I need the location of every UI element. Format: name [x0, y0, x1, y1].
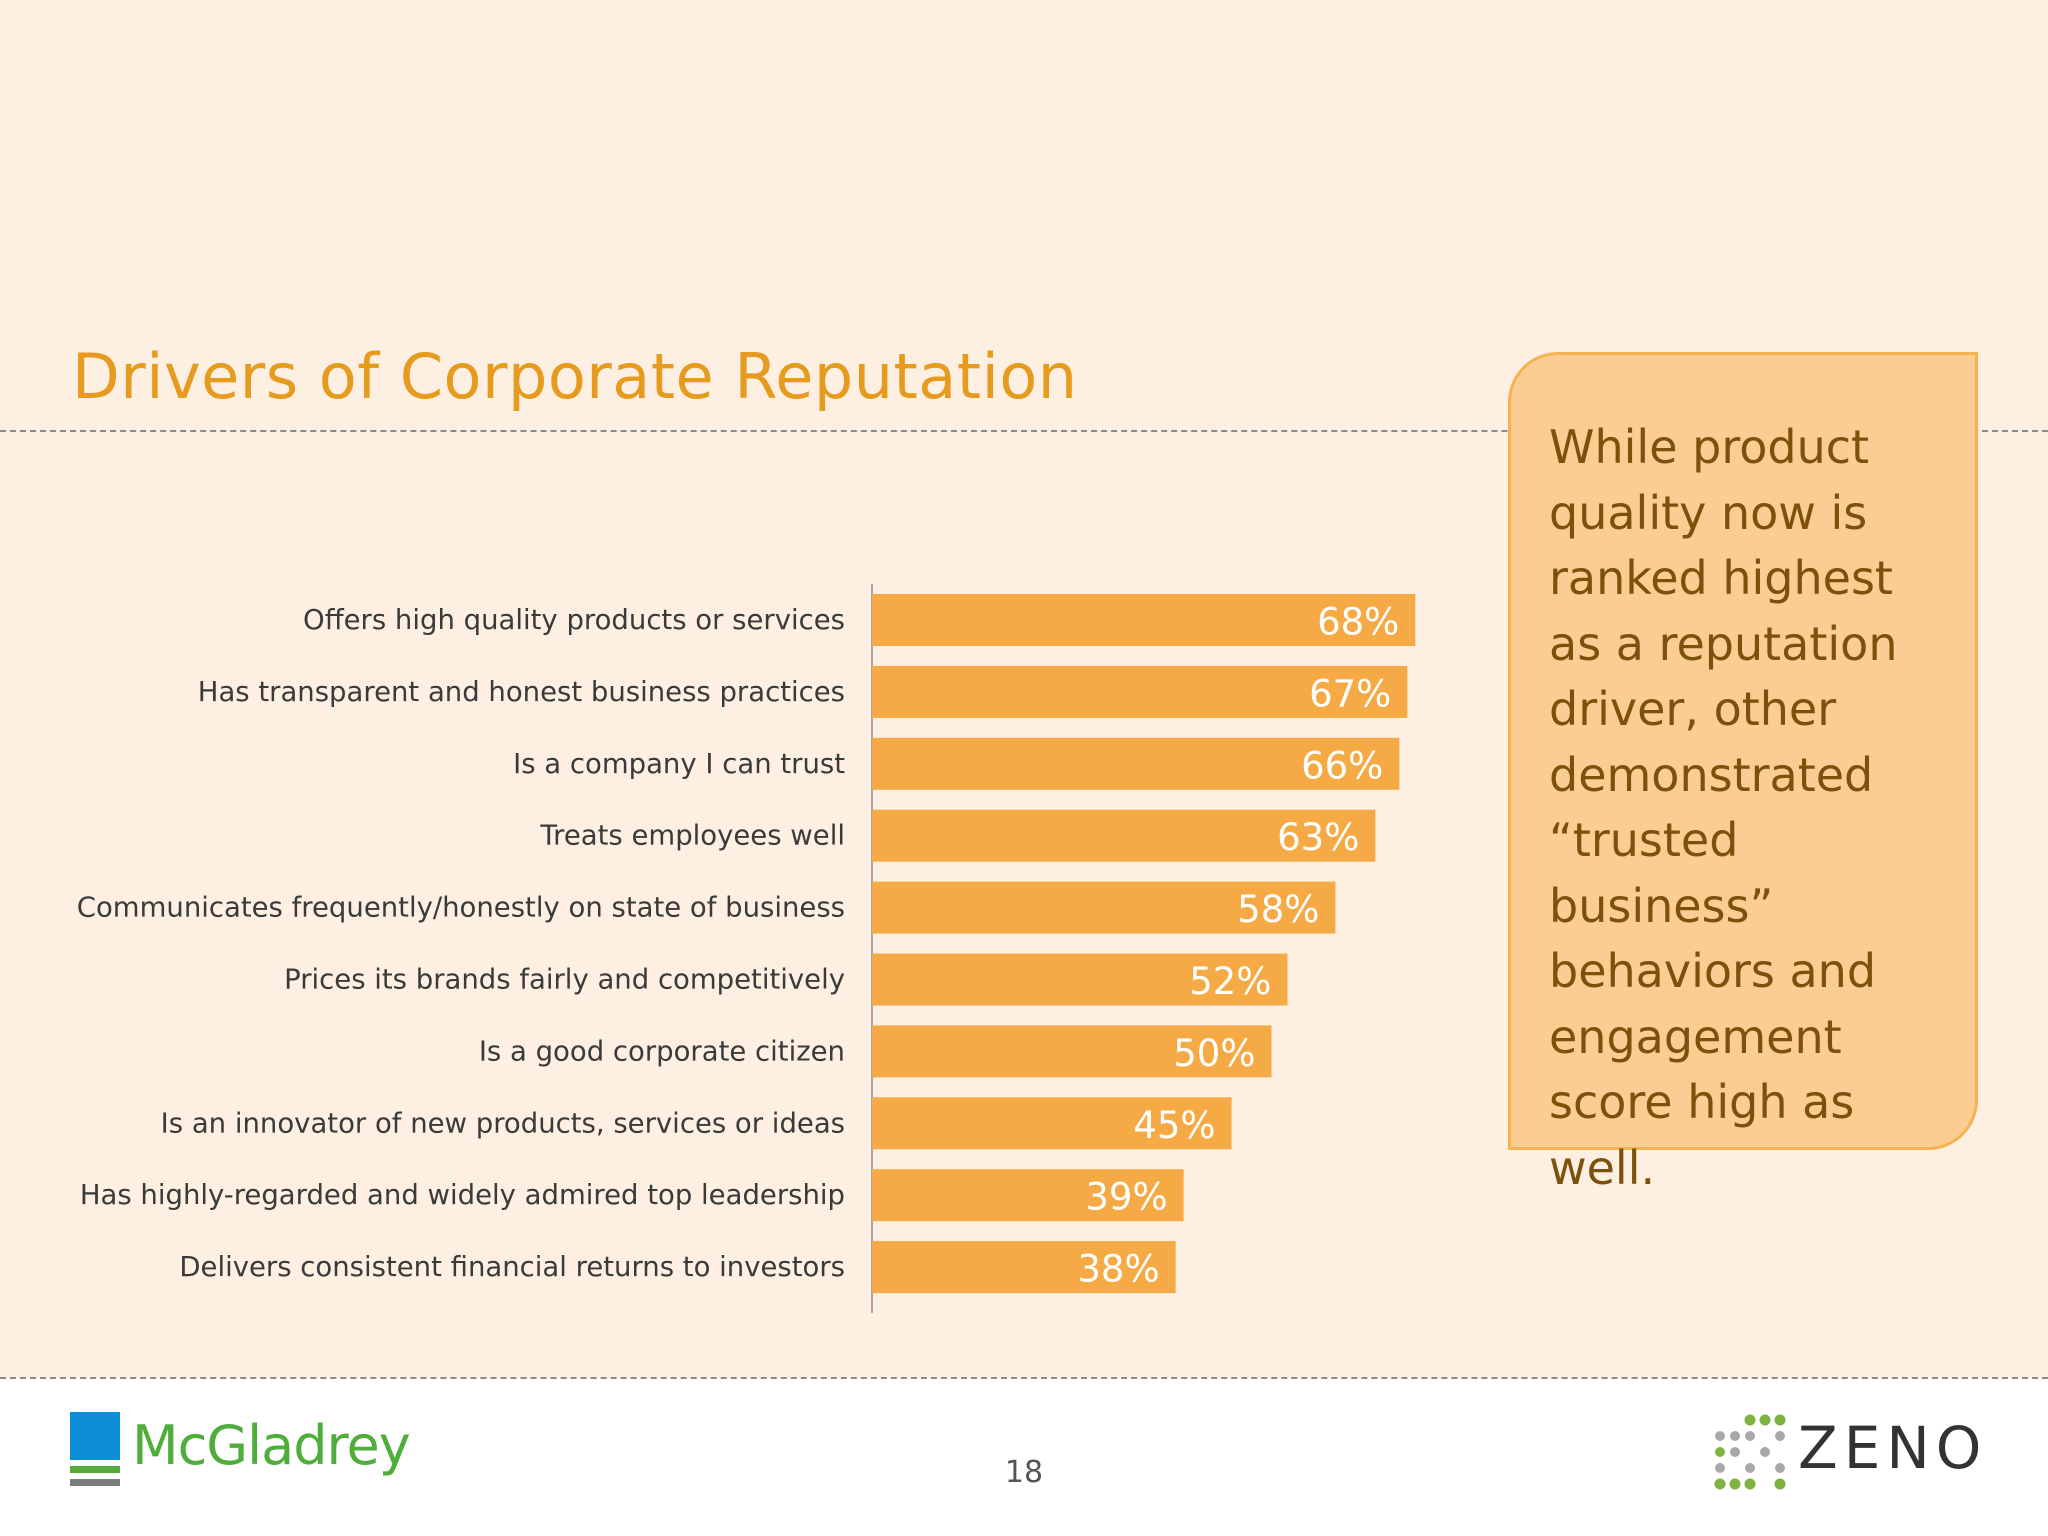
data-label: 50% [1173, 1032, 1255, 1075]
category-label: Delivers consistent financial returns to… [179, 1251, 845, 1283]
zeno-dots-icon [1714, 1414, 1786, 1490]
slide-title: Drivers of Corporate Reputation [72, 340, 1078, 413]
category-label: Has transparent and honest business prac… [198, 676, 845, 708]
category-label: Treats employees well [539, 820, 845, 852]
category-label: Has highly-regarded and widely admired t… [80, 1179, 845, 1211]
bar-3 [872, 737, 1400, 790]
bar-4 [872, 809, 1376, 862]
category-label: Offers high quality products or services [303, 604, 845, 636]
category-label: Prices its brands fairly and competitive… [284, 964, 845, 996]
mcgladrey-logo-text: McGladrey [132, 1414, 411, 1477]
callout-text: While product quality now is ranked high… [1549, 420, 1898, 1195]
category-label: Is a good corporate citizen [479, 1035, 845, 1067]
data-label: 67% [1309, 672, 1391, 715]
bar-9 [872, 1169, 1184, 1222]
zeno-logo-text: ZENO [1798, 1414, 1988, 1482]
data-label: 38% [1077, 1248, 1159, 1291]
zeno-logo: ZENO [1686, 1410, 1986, 1500]
data-label: 52% [1189, 960, 1271, 1003]
data-label: 39% [1085, 1176, 1167, 1219]
data-label: 66% [1301, 744, 1383, 787]
footer-divider [0, 1377, 2048, 1379]
data-label: 63% [1277, 816, 1359, 859]
page-number: 18 [1004, 1455, 1044, 1490]
mcgladrey-logo-icon [70, 1412, 120, 1486]
mcgladrey-logo: McGladrey [70, 1412, 430, 1492]
bar-10 [872, 1241, 1176, 1294]
title-divider [0, 430, 2048, 432]
bar-8 [872, 1097, 1232, 1150]
bar-2 [872, 665, 1408, 718]
category-label: Is an innovator of new products, service… [161, 1107, 845, 1139]
data-label: 58% [1237, 888, 1319, 931]
bar-7 [872, 1025, 1272, 1078]
data-label: 68% [1317, 601, 1399, 644]
bar-1 [872, 594, 1416, 646]
bar-5 [872, 881, 1336, 934]
data-label: 45% [1133, 1104, 1215, 1147]
category-label: Is a company I can trust [513, 748, 845, 780]
category-label: Communicates frequently/honestly on stat… [77, 892, 845, 924]
callout-box: While product quality now is ranked high… [1508, 352, 1978, 1195]
bar-6 [872, 953, 1288, 1006]
footer-background [0, 1379, 2048, 1536]
